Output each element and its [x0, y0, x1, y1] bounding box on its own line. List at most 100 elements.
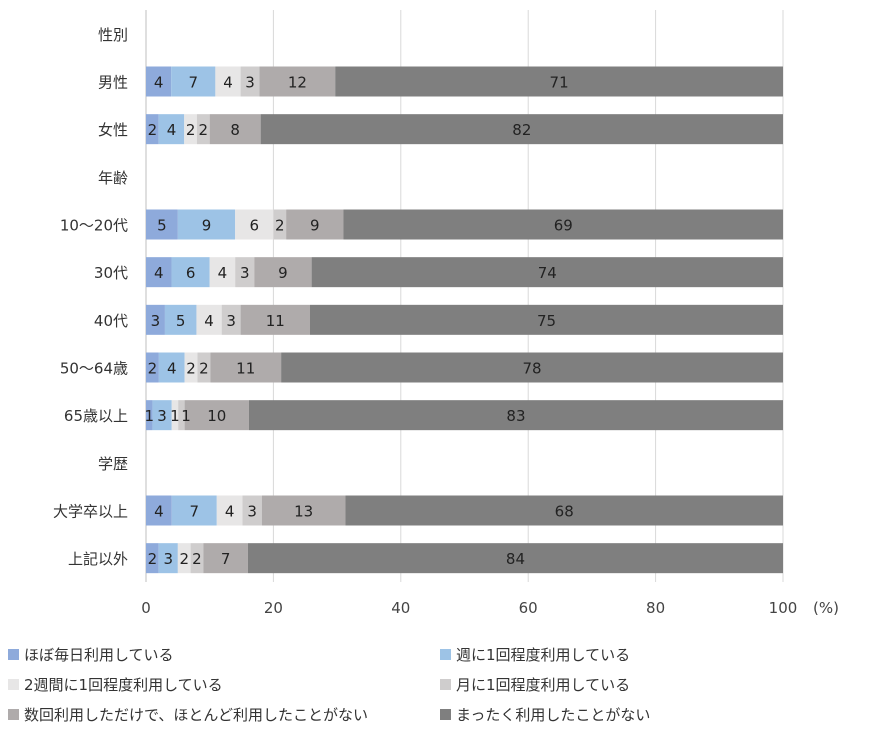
legend-label: 月に1回程度利用している: [456, 676, 631, 694]
data-label: 2: [179, 550, 189, 568]
data-label: 7: [189, 503, 199, 521]
bar-segment: [343, 209, 783, 240]
bar-segment: [178, 400, 185, 431]
data-label: 83: [506, 407, 525, 425]
bar-segment: [261, 495, 346, 526]
bar-segment: [158, 543, 178, 574]
bar-segment: [210, 352, 282, 383]
x-unit-label: (%): [813, 599, 839, 617]
legend-swatch: [8, 709, 19, 720]
bar-segment: [164, 304, 197, 335]
x-tick-label: 40: [391, 599, 410, 617]
legend-label: 週に1回程度利用している: [456, 646, 631, 664]
data-label: 4: [223, 74, 233, 92]
data-label: 11: [236, 360, 255, 378]
bar-segment: [146, 257, 172, 288]
category-label: 性別: [98, 26, 128, 44]
data-label: 4: [218, 264, 228, 282]
data-label: 2: [275, 217, 285, 235]
data-label: 9: [310, 217, 320, 235]
bar-segment: [177, 543, 191, 574]
bar-segment: [171, 66, 216, 97]
bar-segment: [146, 209, 178, 240]
bar-segment: [309, 304, 783, 335]
bar-segment: [240, 304, 310, 335]
legend-label: まったく利用したことがない: [456, 706, 651, 724]
x-tick-label: 60: [519, 599, 538, 617]
bar-segment: [146, 304, 165, 335]
category-label: 30代: [94, 264, 128, 282]
category-label: 65歳以上: [64, 407, 128, 425]
category-label: 大学卒以上: [53, 503, 128, 521]
x-tick-label: 100: [769, 599, 798, 617]
data-label: 3: [151, 312, 161, 330]
data-label: 2: [148, 550, 158, 568]
bar-segment: [171, 400, 179, 431]
legend-swatch: [440, 649, 451, 660]
legend-swatch: [8, 679, 19, 690]
bar-segment: [196, 114, 210, 145]
data-label: 9: [278, 264, 288, 282]
data-label: 8: [230, 121, 240, 139]
data-label: 3: [164, 550, 174, 568]
bar-segment: [196, 304, 222, 335]
data-label: 2: [148, 121, 158, 139]
data-label: 4: [204, 312, 214, 330]
bar-segment: [146, 543, 159, 574]
bar-segment: [286, 209, 344, 240]
bar-segment: [209, 114, 261, 145]
bar-segment: [216, 495, 243, 526]
legend-label: 2週間に1回程度利用している: [24, 676, 223, 694]
category-label: 50～64歳: [60, 360, 128, 378]
legend-swatch: [8, 649, 19, 660]
bar-segment: [197, 352, 211, 383]
x-tick-label: 0: [141, 599, 151, 617]
legend-swatch: [440, 679, 451, 690]
bar-segment: [235, 257, 255, 288]
bar-segment: [242, 495, 262, 526]
bar-segment: [171, 257, 210, 288]
bar-segment: [335, 66, 783, 97]
bar-segment: [235, 209, 274, 240]
data-label: 6: [186, 264, 196, 282]
legend-label: ほぼ毎日利用している: [24, 646, 174, 664]
data-label: 3: [240, 264, 250, 282]
x-tick-label: 20: [264, 599, 283, 617]
category-label: 学歴: [98, 455, 128, 473]
data-label: 7: [189, 74, 199, 92]
bar-segment: [209, 257, 236, 288]
data-label: 75: [537, 312, 556, 330]
bar-segment: [203, 543, 248, 574]
data-label: 13: [294, 503, 313, 521]
data-label: 2: [199, 360, 209, 378]
category-label: 年齢: [98, 169, 128, 187]
data-label: 3: [157, 407, 167, 425]
category-label: 40代: [94, 312, 128, 330]
bar-segment: [260, 114, 783, 145]
bar-segment: [259, 66, 336, 97]
bar-segment: [158, 352, 185, 383]
data-label: 9: [202, 217, 212, 235]
data-label: 3: [245, 74, 255, 92]
category-label: 上記以外: [68, 550, 128, 568]
data-label: 11: [266, 312, 285, 330]
bar-segment: [184, 114, 197, 145]
bar-segment: [273, 209, 287, 240]
x-tick-label: 80: [646, 599, 665, 617]
data-label: 4: [154, 503, 164, 521]
bar-segment: [247, 543, 784, 574]
bar-segment: [345, 495, 783, 526]
bar-segment: [171, 495, 217, 526]
bar-segment: [240, 66, 260, 97]
bar-segment: [221, 304, 241, 335]
data-label: 74: [538, 264, 557, 282]
data-label: 4: [225, 503, 235, 521]
legend-item: 数回利用しただけで、ほとんど利用したことがない: [8, 704, 368, 725]
bar-segment: [146, 114, 159, 145]
category-label: 男性: [98, 74, 128, 92]
data-label: 69: [554, 217, 573, 235]
data-label: 5: [157, 217, 167, 235]
bar-segment: [184, 400, 249, 431]
bar-segment: [177, 209, 236, 240]
